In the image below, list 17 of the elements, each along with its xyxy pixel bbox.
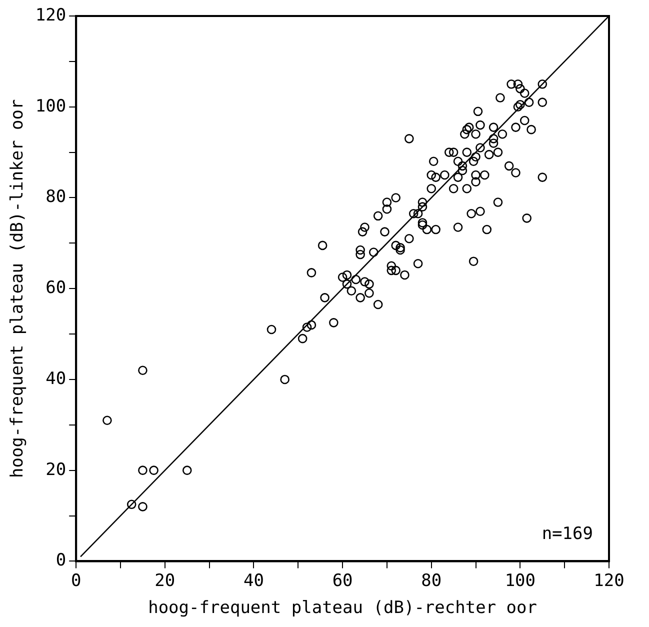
y-tick-label: 40 [46, 368, 66, 389]
x-axis-title: hoog-frequent plateau (dB)-rechter oor [148, 598, 538, 618]
x-tick-label: 40 [243, 570, 264, 591]
x-tick-label: 60 [332, 570, 353, 591]
y-tick-label: 20 [46, 460, 66, 480]
y-tick-label: 100 [35, 96, 66, 116]
y-tick-label: 60 [46, 278, 66, 298]
y-tick-label: 120 [35, 5, 66, 26]
y-axis-title: hoog-frequent plateau (dB)-linker oor [8, 99, 28, 478]
x-tick-label: 0 [70, 570, 82, 591]
x-tick-label: 100 [504, 570, 536, 591]
y-tick-label: 80 [46, 187, 66, 208]
x-tick-label: 120 [594, 570, 624, 591]
y-tick-label: 0 [56, 550, 66, 571]
annotation: n=169 [542, 524, 593, 544]
x-tick-label: 20 [154, 570, 176, 591]
x-tick-label: 80 [421, 570, 442, 591]
